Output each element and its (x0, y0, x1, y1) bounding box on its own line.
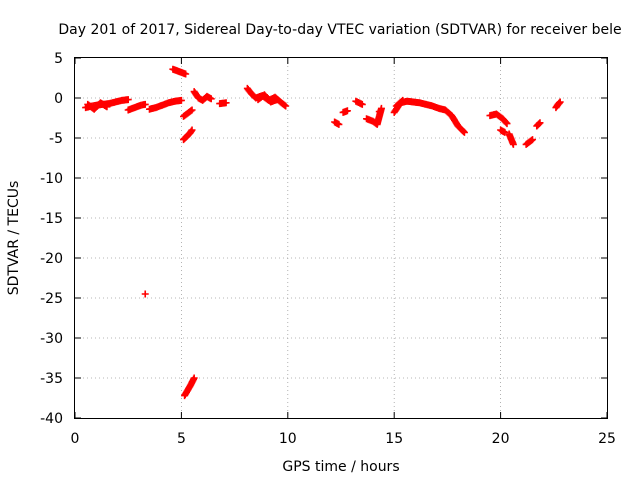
y-tick-label: -20 (40, 251, 63, 267)
data-points (82, 65, 564, 400)
data-point (375, 108, 383, 116)
chart-title: Day 201 of 2017, Sidereal Day-to-day VTE… (58, 22, 621, 38)
data-point (188, 126, 196, 134)
axis-ticks: 0 5 10 15 20 25 5 0 -5 -10 -15 -20 -25 -30 -35 -40 (40, 51, 616, 447)
x-tick-label: 10 (279, 431, 297, 447)
data-point (501, 128, 509, 136)
y-tick-label: -35 (40, 371, 63, 387)
data-point (503, 120, 511, 128)
x-tick-label: 15 (385, 431, 403, 447)
data-point (141, 100, 149, 108)
data-point (182, 70, 190, 78)
data-point (509, 140, 517, 148)
y-tick-label: -30 (40, 331, 63, 347)
y-tick-label: -10 (40, 171, 63, 187)
data-point (207, 95, 215, 103)
x-tick-label: 5 (177, 431, 186, 447)
grid (75, 58, 607, 418)
data-point (460, 128, 468, 136)
data-point (335, 120, 343, 128)
y-tick-label: -40 (40, 411, 63, 427)
data-point (460, 127, 468, 135)
y-tick-label: -25 (40, 291, 63, 307)
data-point (529, 136, 537, 144)
y-tick-label: 5 (54, 51, 63, 67)
data-point (103, 103, 111, 111)
data-point (398, 97, 406, 105)
data-point (124, 96, 132, 104)
y-tick-label: -15 (40, 211, 63, 227)
data-point (282, 102, 290, 110)
data-point (141, 290, 149, 298)
data-point (358, 100, 366, 108)
x-axis-label: GPS time / hours (282, 459, 399, 475)
data-point (556, 98, 564, 106)
x-tick-label: 20 (492, 431, 510, 447)
x-tick-label: 25 (598, 431, 616, 447)
plot-frame (74, 57, 608, 419)
data-point (399, 96, 407, 104)
data-point (188, 106, 196, 114)
data-point (343, 107, 351, 115)
y-tick-label: -5 (49, 131, 63, 147)
data-point (190, 374, 198, 382)
data-point (273, 96, 281, 104)
data-point (222, 99, 230, 107)
y-tick-label: 0 (54, 91, 63, 107)
data-point (536, 119, 544, 127)
x-tick-label: 0 (71, 431, 80, 447)
data-point (502, 119, 510, 127)
y-axis-label: SDTVAR / TECUs (6, 181, 22, 296)
data-point (177, 96, 185, 104)
